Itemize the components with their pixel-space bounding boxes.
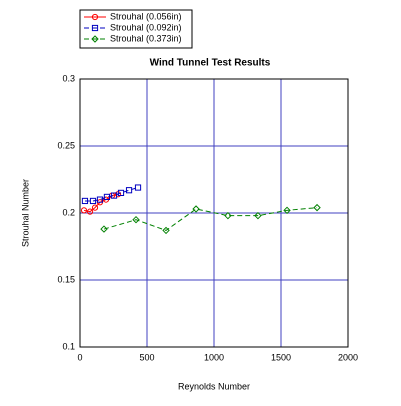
x-tick-label: 500 (139, 352, 154, 362)
legend-label: Strouhal (0.092in) (110, 22, 182, 32)
marker (283, 206, 291, 215)
marker (117, 189, 125, 197)
marker (96, 196, 104, 203)
marker (132, 215, 140, 224)
marker (91, 204, 99, 211)
marker (89, 197, 97, 205)
legend-label: Strouhal (0.373in) (110, 33, 182, 43)
marker (100, 225, 108, 233)
y-tick-label: 0.1 (62, 341, 75, 351)
marker (86, 208, 94, 215)
y-tick-label: 0.3 (62, 73, 75, 83)
marker (313, 203, 321, 212)
y-axis-label: Strouhal Number (20, 179, 30, 247)
chart-title: Wind Tunnel Test Results (150, 58, 271, 69)
marker (81, 197, 89, 205)
marker (125, 187, 133, 194)
marker (91, 24, 99, 32)
marker (224, 211, 232, 220)
marker (192, 205, 200, 213)
marker (110, 192, 118, 199)
marker (80, 207, 88, 214)
x-tick-label: 0 (77, 352, 82, 362)
legend-box (79, 9, 193, 49)
marker (91, 13, 99, 21)
marker (162, 226, 170, 235)
plot-frame (79, 78, 349, 348)
marker (254, 211, 262, 220)
x-axis-label: Reynolds Number (178, 381, 250, 391)
marker (103, 193, 111, 201)
y-tick-label: 0.2 (62, 207, 75, 217)
x-tick-label: 1500 (271, 352, 291, 362)
legend-label: Strouhal (0.056in) (110, 11, 182, 21)
x-tick-label: 1000 (204, 352, 224, 362)
y-tick-label: 0.15 (57, 274, 75, 284)
x-tick-label: 2000 (338, 352, 358, 362)
series-line (84, 187, 139, 202)
marker (91, 35, 99, 43)
marker (134, 184, 142, 191)
y-tick-label: 0.25 (57, 140, 75, 150)
